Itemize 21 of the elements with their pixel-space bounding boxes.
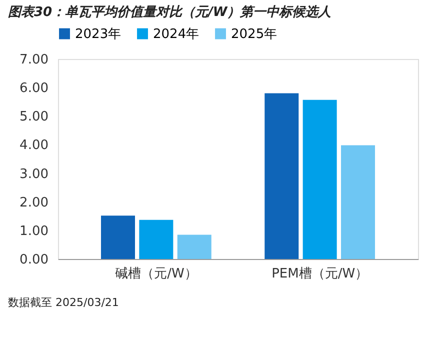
bar	[101, 216, 135, 259]
y-tick-label: 7.00	[20, 52, 48, 68]
bar	[177, 234, 212, 259]
y-tick-label: 2.00	[20, 195, 48, 210]
legend-label: 2025年	[231, 26, 278, 42]
text: 数据截至 2025/03/21	[8, 296, 119, 309]
bar	[341, 145, 375, 259]
bar	[302, 100, 337, 259]
legend-label: 2023年	[75, 26, 122, 42]
x-tick-label: PEM槽（元/W）	[272, 266, 368, 282]
bar	[264, 93, 299, 259]
y-tick-label: 6.00	[20, 81, 48, 96]
y-tick-label: 4.00	[20, 138, 48, 154]
legend-label: 2024年	[153, 26, 200, 42]
y-tick-label: 1.00	[20, 224, 48, 239]
y-tick-label: 0.00	[20, 252, 48, 268]
y-tick-label: 5.00	[20, 110, 48, 125]
bar	[139, 220, 174, 259]
chart-title: 图表30：单瓦平均价值量对比（元/W）第一中标候选人	[8, 4, 332, 20]
y-tick-label: 3.00	[20, 166, 48, 182]
x-tick-label: 碱槽（元/W）	[115, 266, 198, 282]
